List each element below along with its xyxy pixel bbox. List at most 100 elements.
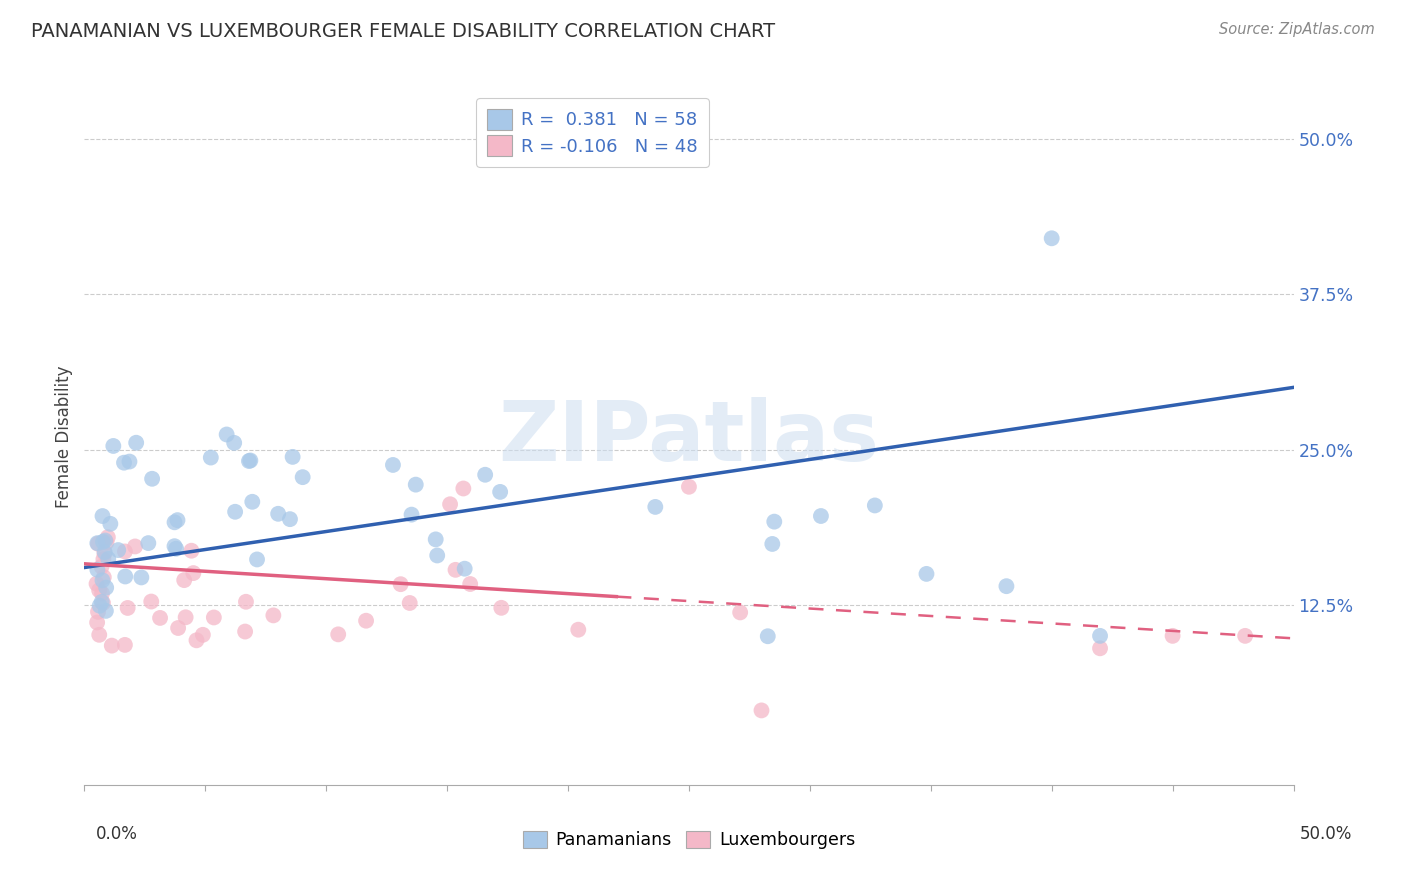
Point [1088, 641, 1111, 656]
Point [91, 596, 114, 610]
Point [761, 537, 783, 551]
Point [354, 614, 377, 628]
Text: 0.0%: 0.0% [96, 825, 138, 843]
Point [439, 497, 461, 511]
Point [239, 453, 262, 467]
Point [453, 562, 475, 576]
Point [401, 508, 423, 522]
Point [183, 566, 205, 580]
Point [1088, 629, 1111, 643]
Point [97, 552, 120, 566]
Point [114, 569, 136, 583]
Point [173, 573, 195, 587]
Point [756, 629, 779, 643]
Point [96, 535, 118, 549]
Point [291, 470, 314, 484]
Point [166, 513, 188, 527]
Point [1040, 231, 1063, 245]
Point [165, 541, 187, 556]
Point [200, 450, 222, 465]
Point [174, 610, 197, 624]
Point [141, 472, 163, 486]
Point [89, 583, 111, 598]
Point [98, 516, 121, 531]
Legend: Panamanians, Luxembourgers: Panamanians, Luxembourgers [516, 823, 862, 856]
Point [215, 427, 238, 442]
Point [863, 499, 886, 513]
Point [425, 533, 447, 547]
Point [728, 606, 751, 620]
Point [93, 546, 115, 560]
Point [644, 500, 666, 514]
Point [149, 611, 172, 625]
Text: ZIPatlas: ZIPatlas [499, 397, 879, 477]
Point [426, 549, 449, 563]
Point [89, 628, 111, 642]
Point [163, 516, 186, 530]
Point [103, 439, 125, 453]
Point [91, 574, 114, 588]
Point [389, 577, 412, 591]
Point [131, 570, 153, 584]
Point [86, 563, 108, 577]
Point [117, 601, 139, 615]
Point [202, 610, 225, 624]
Point [86, 536, 108, 550]
Point [235, 595, 257, 609]
Point [398, 596, 420, 610]
Point [489, 484, 512, 499]
Point [114, 544, 136, 558]
Point [246, 552, 269, 566]
Point [224, 435, 246, 450]
Point [124, 540, 146, 554]
Point [114, 638, 136, 652]
Point [474, 467, 496, 482]
Point [240, 495, 263, 509]
Point [1234, 629, 1257, 643]
Point [278, 512, 301, 526]
Point [751, 703, 773, 717]
Point [90, 595, 112, 609]
Point [101, 639, 124, 653]
Point [238, 454, 260, 468]
Point [1161, 629, 1184, 643]
Point [93, 552, 115, 566]
Point [444, 563, 467, 577]
Point [91, 534, 114, 549]
Point [262, 608, 284, 623]
Point [86, 576, 108, 591]
Point [167, 621, 190, 635]
Point [125, 435, 148, 450]
Point [138, 536, 160, 550]
Point [267, 507, 290, 521]
Point [381, 458, 404, 472]
Point [567, 623, 589, 637]
Point [180, 543, 202, 558]
Point [107, 543, 129, 558]
Text: Source: ZipAtlas.com: Source: ZipAtlas.com [1219, 22, 1375, 37]
Point [86, 615, 108, 630]
Point [915, 566, 938, 581]
Point [224, 505, 246, 519]
Point [90, 559, 112, 574]
Point [810, 508, 832, 523]
Point [94, 533, 117, 548]
Point [87, 537, 110, 551]
Text: PANAMANIAN VS LUXEMBOURGER FEMALE DISABILITY CORRELATION CHART: PANAMANIAN VS LUXEMBOURGER FEMALE DISABI… [31, 22, 775, 41]
Point [93, 545, 115, 559]
Point [453, 482, 475, 496]
Point [678, 480, 700, 494]
Y-axis label: Female Disability: Female Disability [55, 366, 73, 508]
Point [405, 477, 427, 491]
Point [87, 605, 110, 619]
Point [763, 515, 786, 529]
Point [118, 454, 141, 468]
Point [97, 530, 120, 544]
Point [491, 600, 513, 615]
Point [995, 579, 1018, 593]
Point [96, 581, 118, 595]
Point [163, 539, 186, 553]
Point [91, 509, 114, 524]
Point [281, 450, 304, 464]
Point [93, 570, 115, 584]
